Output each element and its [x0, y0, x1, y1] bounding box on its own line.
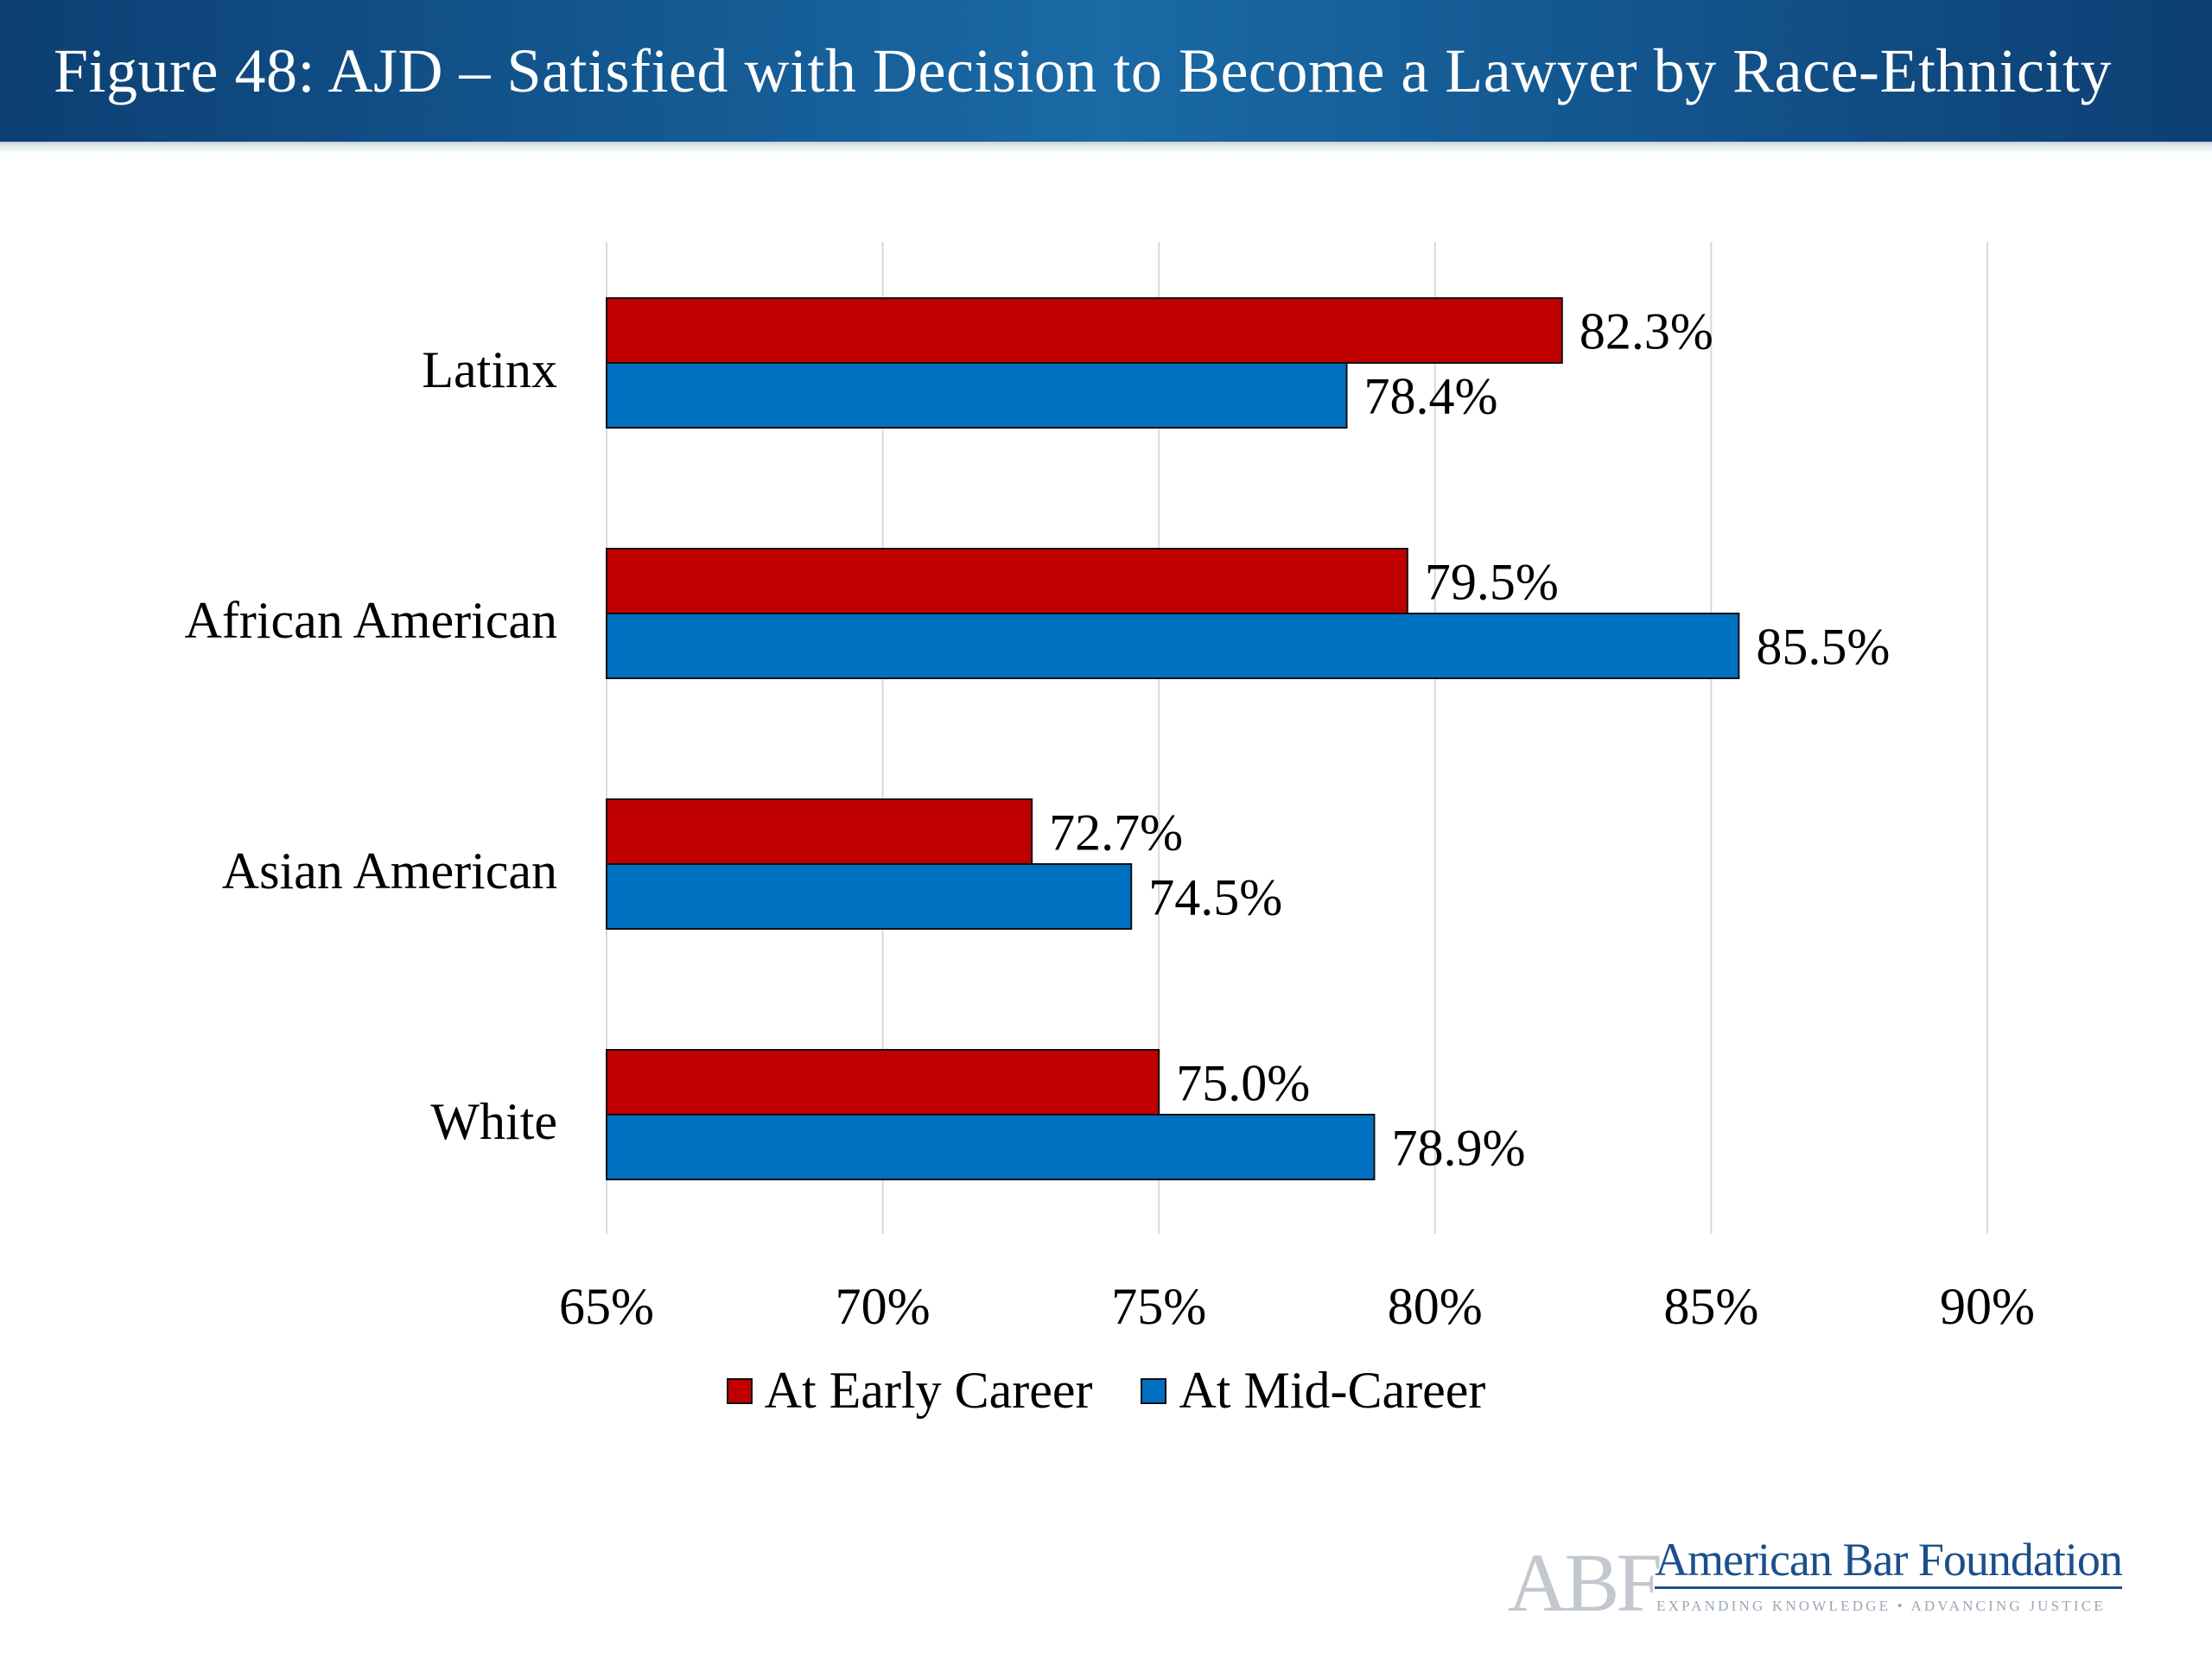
legend-label-early-career: At Early Career	[764, 1362, 1093, 1419]
title-bar: Figure 48: AJD – Satisfied with Decision…	[0, 0, 2212, 142]
x-tick-label-90pct: 90%	[1940, 1278, 2035, 1335]
legend-item-early-career: At Early Career	[726, 1361, 1093, 1421]
data-label-at-early-career-african-american: 79.5%	[1425, 554, 1559, 611]
data-label-at-mid-career-white: 78.9%	[1391, 1120, 1525, 1177]
legend-label-mid-career: At Mid-Career	[1179, 1362, 1486, 1419]
data-label-at-early-career-latinx: 82.3%	[1580, 303, 1713, 360]
legend-item-mid-career: At Mid-Career	[1141, 1361, 1485, 1421]
bar-at-early-career-white	[606, 1049, 1160, 1116]
data-label-at-early-career-white: 75.0%	[1176, 1055, 1310, 1112]
bar-at-mid-career-white	[606, 1114, 1376, 1180]
data-label-at-mid-career-latinx: 78.4%	[1364, 368, 1498, 425]
x-tick-label-70pct: 70%	[836, 1278, 931, 1335]
data-label-at-mid-career-asian-american: 74.5%	[1148, 869, 1282, 926]
bar-at-early-career-latinx	[606, 297, 1563, 364]
x-tick-label-85pct: 85%	[1663, 1278, 1758, 1335]
bar-at-mid-career-asian-american	[606, 863, 1133, 930]
category-label-african-american: African American	[185, 592, 557, 649]
data-label-at-mid-career-african-american: 85.5%	[1756, 619, 1890, 676]
bar-at-mid-career-african-american	[606, 613, 1740, 679]
bar-at-mid-career-latinx	[606, 362, 1348, 429]
chart-legend: At Early Career At Mid-Career	[0, 1361, 2212, 1421]
x-tick-label-75pct: 75%	[1111, 1278, 1206, 1335]
header-divider	[0, 142, 2212, 154]
category-label-white: White	[430, 1093, 557, 1150]
abf-logo-name: American Bar Foundation	[1655, 1536, 2123, 1589]
abf-logo-mark: ABF	[1508, 1536, 1662, 1629]
bar-at-early-career-asian-american	[606, 798, 1033, 865]
data-label-at-early-career-asian-american: 72.7%	[1049, 804, 1183, 861]
category-label-latinx: Latinx	[422, 341, 557, 398]
legend-swatch-mid-career	[1141, 1377, 1167, 1404]
category-label-asian-american: Asian American	[222, 842, 557, 899]
abf-logo-tagline: EXPANDING KNOWLEDGE • ADVANCING JUSTICE	[1656, 1598, 2106, 1614]
abf-logo: ABF American Bar Foundation EXPANDING KN…	[1508, 1536, 2164, 1629]
legend-swatch-early-career	[726, 1377, 753, 1404]
chart-title: Figure 48: AJD – Satisfied with Decision…	[54, 35, 2112, 105]
x-tick-label-80pct: 80%	[1388, 1278, 1483, 1335]
x-tick-label-65pct: 65%	[559, 1278, 654, 1335]
bar-at-early-career-african-american	[606, 548, 1408, 614]
